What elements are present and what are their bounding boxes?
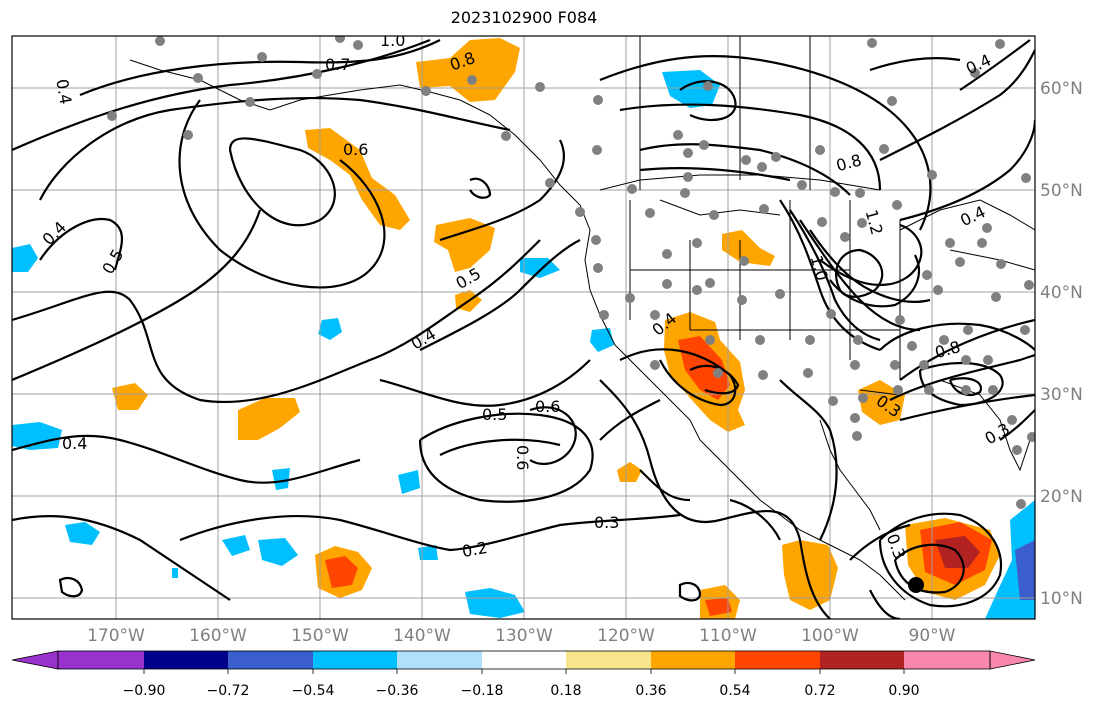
shade-colorado-orange xyxy=(722,230,775,266)
shade-west-orange xyxy=(112,383,148,410)
contour-label: 0.6 xyxy=(513,445,532,470)
shade-baja-red xyxy=(678,336,730,400)
latitude-labels: 60°N 50°N 40°N 30°N 20°N 10°N xyxy=(1040,79,1083,609)
colorbar-tick-label: −0.54 xyxy=(292,683,335,699)
colorbar-tick-label: −0.72 xyxy=(207,683,250,699)
shade-cyan-pac-12 xyxy=(172,568,178,578)
shade-cyan-pac-3 xyxy=(590,328,614,352)
lon-label: 140°W xyxy=(393,626,451,646)
colorbar-tick-label: −0.36 xyxy=(376,683,419,699)
shade-central-america-orange xyxy=(782,540,838,610)
shade-cyan-pac-9 xyxy=(272,468,290,490)
shade-hawaii-orange xyxy=(238,398,300,440)
shade-mexico-orange-1 xyxy=(617,462,642,482)
lon-label: 110°W xyxy=(699,626,757,646)
shade-cyan-pac-4 xyxy=(398,470,420,494)
map-frame xyxy=(11,35,1036,620)
lat-label: 20°N xyxy=(1040,487,1083,507)
colorbar-tick-label: 0.72 xyxy=(804,683,835,699)
shade-cyan-pac-5 xyxy=(222,535,250,556)
colorbar-segment xyxy=(397,651,482,669)
contour-label: 1.0 xyxy=(380,31,405,50)
contour-label: 0.6 xyxy=(343,140,368,159)
shade-pacific-orange-1 xyxy=(434,218,495,272)
colorbar-segment xyxy=(735,651,820,669)
lon-label: 90°W xyxy=(909,626,956,646)
shade-cyan-pac-10 xyxy=(465,588,525,618)
colorbar: −0.90 −0.72 −0.54 −0.36 −0.18 0.18 0.36 … xyxy=(11,650,1036,699)
lon-label: 130°W xyxy=(495,626,553,646)
shade-cyan-pac-1 xyxy=(520,258,560,278)
contour-label: 0.6 xyxy=(535,397,560,416)
colorbar-tick-label: 0.36 xyxy=(635,683,666,699)
shade-cyan-canada xyxy=(662,70,720,108)
colorbar-tick-label: 0.54 xyxy=(719,683,750,699)
shade-gulf-orange xyxy=(305,128,410,230)
shade-south-red xyxy=(705,598,732,616)
shade-blue-pac-11 xyxy=(1015,540,1035,600)
colorbar-tick-label: −0.90 xyxy=(123,683,166,699)
colorbar-segment xyxy=(313,651,397,669)
station-markers xyxy=(107,36,1035,509)
colorbar-segment xyxy=(58,651,144,669)
coastlines xyxy=(129,36,1035,601)
contour-label: 0.3 xyxy=(594,513,619,532)
shaded-anomaly-layer xyxy=(12,38,1035,619)
contour-label: 0.5 xyxy=(482,405,507,424)
contour-label: 0.4 xyxy=(52,78,75,106)
colorbar-segment xyxy=(651,651,735,669)
lat-label: 50°N xyxy=(1040,181,1083,201)
lat-label: 60°N xyxy=(1040,79,1083,99)
colorbar-segment xyxy=(566,651,651,669)
colorbar-high-extend xyxy=(989,650,1036,670)
shade-pacific-red-core xyxy=(325,556,358,588)
lat-label: 30°N xyxy=(1040,385,1083,405)
contour-label: 0.4 xyxy=(62,434,87,453)
shade-cyan-west-2 xyxy=(12,422,62,450)
contour-label: 0.7 xyxy=(325,55,350,74)
lat-label: 40°N xyxy=(1040,283,1083,303)
contour-label: 0.2 xyxy=(460,538,488,561)
colorbar-segment xyxy=(144,651,228,669)
contour-label-layer: 1.0 0.8 0.7 0.6 0.4 0.5 0.4 0.5 0.4 0.4 … xyxy=(39,31,1013,562)
shade-cyan-pac-7 xyxy=(418,545,438,560)
colorbar-tick-label: 0.90 xyxy=(888,683,919,699)
lon-label: 100°W xyxy=(801,626,859,646)
colorbar-tick-label: −0.18 xyxy=(461,683,504,699)
shade-alaska-orange xyxy=(416,38,520,102)
shade-cyan-pac-2 xyxy=(318,318,342,340)
contour-lines xyxy=(12,38,1035,619)
shade-cyan-pac-6 xyxy=(258,538,298,566)
lat-label: 10°N xyxy=(1040,589,1083,609)
lon-label: 150°W xyxy=(291,626,349,646)
shade-cyan-pac-8 xyxy=(65,522,100,545)
colorbar-segment xyxy=(820,651,904,669)
colorbar-segment xyxy=(904,651,990,669)
colorbar-segment xyxy=(482,651,566,669)
map-title: 2023102900 F084 xyxy=(450,8,598,27)
colorbar-low-extend xyxy=(11,650,59,670)
black-station-marker xyxy=(908,577,924,593)
colorbar-tick-label: 0.18 xyxy=(550,683,581,699)
lon-label: 160°W xyxy=(189,626,247,646)
lon-label: 120°W xyxy=(597,626,655,646)
lon-label: 170°W xyxy=(87,626,145,646)
shade-cyan-west-1 xyxy=(12,244,38,272)
longitude-labels: 170°W 160°W 150°W 140°W 130°W 120°W 110°… xyxy=(87,626,956,646)
colorbar-segment xyxy=(228,651,313,669)
